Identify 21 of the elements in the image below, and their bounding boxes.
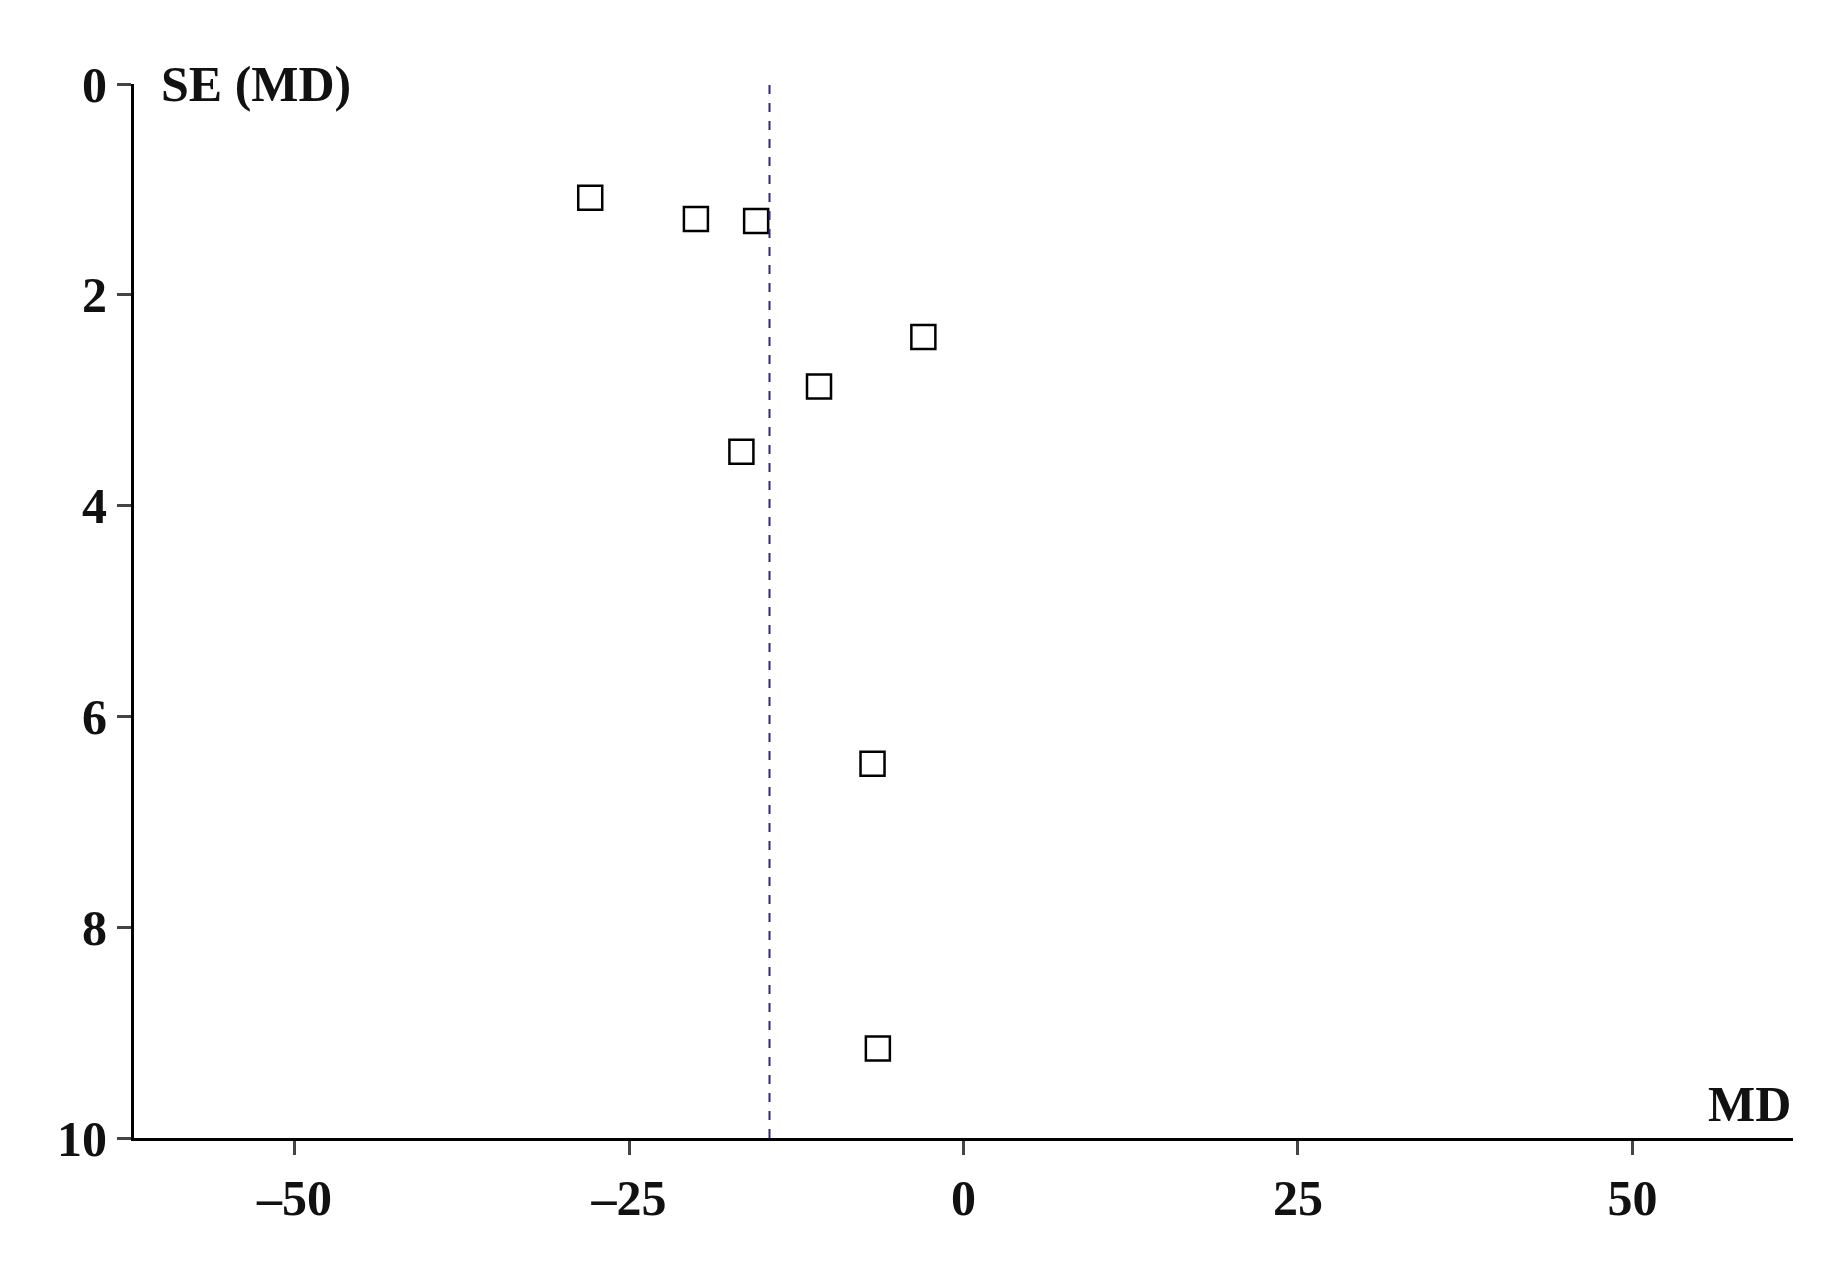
y-tick-label: 0	[82, 56, 107, 113]
x-tick-label: –50	[256, 1170, 333, 1226]
x-tick-label: 50	[1607, 1170, 1658, 1226]
y-tick-label: 4	[82, 478, 107, 535]
point	[728, 438, 755, 466]
point	[805, 373, 833, 400]
y-tick-label: 6	[82, 688, 107, 745]
point	[576, 184, 604, 212]
y-tick-label: 10	[57, 1110, 107, 1167]
point	[682, 205, 710, 233]
point	[864, 1035, 892, 1062]
point	[910, 323, 937, 351]
point	[742, 207, 770, 235]
x-tick-label: –25	[590, 1170, 667, 1226]
x-tick-label: 0	[951, 1170, 976, 1226]
point	[859, 750, 886, 778]
x-tick-label: 25	[1272, 1170, 1323, 1226]
y-tick-label: 2	[82, 267, 107, 324]
x-axis-title: MD	[1708, 1076, 1792, 1132]
y-axis-title: SE (MD)	[161, 56, 352, 112]
y-tick-label: 8	[82, 899, 107, 956]
